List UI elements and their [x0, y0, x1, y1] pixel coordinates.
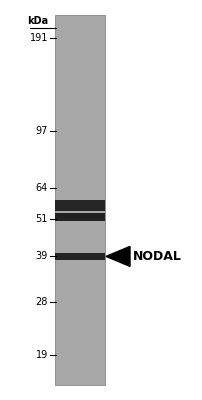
- Text: 19: 19: [36, 350, 48, 360]
- Bar: [55, 15, 105, 385]
- Bar: [55, 253, 105, 260]
- Text: 28: 28: [36, 297, 48, 307]
- Text: 64: 64: [36, 183, 48, 193]
- Text: 97: 97: [36, 126, 48, 136]
- Text: kDa: kDa: [27, 16, 48, 26]
- Polygon shape: [106, 246, 130, 266]
- Text: 51: 51: [36, 214, 48, 224]
- Bar: [55, 213, 105, 220]
- Text: 191: 191: [30, 32, 48, 42]
- Bar: [55, 200, 105, 211]
- Text: NODAL: NODAL: [133, 250, 182, 263]
- Text: 39: 39: [36, 251, 48, 261]
